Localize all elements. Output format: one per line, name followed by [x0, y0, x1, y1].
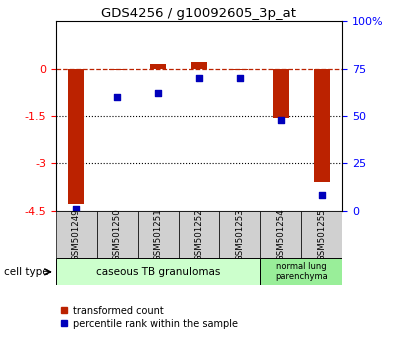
Bar: [219, 211, 260, 258]
Text: caseous TB granulomas: caseous TB granulomas: [96, 267, 220, 277]
Bar: [138, 211, 179, 258]
Text: GSM501251: GSM501251: [154, 208, 162, 261]
Point: [155, 90, 161, 96]
Text: GSM501255: GSM501255: [317, 208, 326, 261]
Bar: [273, 69, 289, 118]
Bar: [56, 258, 260, 285]
Bar: [260, 258, 342, 285]
Bar: [260, 211, 301, 258]
Text: GSM501253: GSM501253: [236, 208, 244, 261]
Bar: [232, 69, 248, 70]
Text: GSM501249: GSM501249: [72, 208, 81, 261]
Point: [237, 75, 243, 81]
Bar: [68, 69, 84, 204]
Bar: [56, 211, 97, 258]
Text: GSM501252: GSM501252: [195, 208, 203, 261]
Text: GSM501250: GSM501250: [113, 208, 122, 261]
Bar: [97, 211, 138, 258]
Text: cell type: cell type: [4, 267, 49, 277]
Point: [114, 94, 120, 100]
Text: GSM501254: GSM501254: [276, 208, 285, 261]
Point: [319, 193, 325, 198]
Legend: transformed count, percentile rank within the sample: transformed count, percentile rank withi…: [60, 306, 238, 329]
Title: GDS4256 / g10092605_3p_at: GDS4256 / g10092605_3p_at: [101, 7, 297, 20]
Point: [196, 75, 202, 81]
Bar: [109, 69, 125, 70]
Text: normal lung
parenchyma: normal lung parenchyma: [275, 262, 328, 281]
Bar: [150, 64, 166, 69]
Bar: [191, 62, 207, 69]
Bar: [314, 69, 330, 182]
Bar: [179, 211, 219, 258]
Bar: [301, 211, 342, 258]
Point: [73, 206, 79, 212]
Point: [278, 117, 284, 122]
